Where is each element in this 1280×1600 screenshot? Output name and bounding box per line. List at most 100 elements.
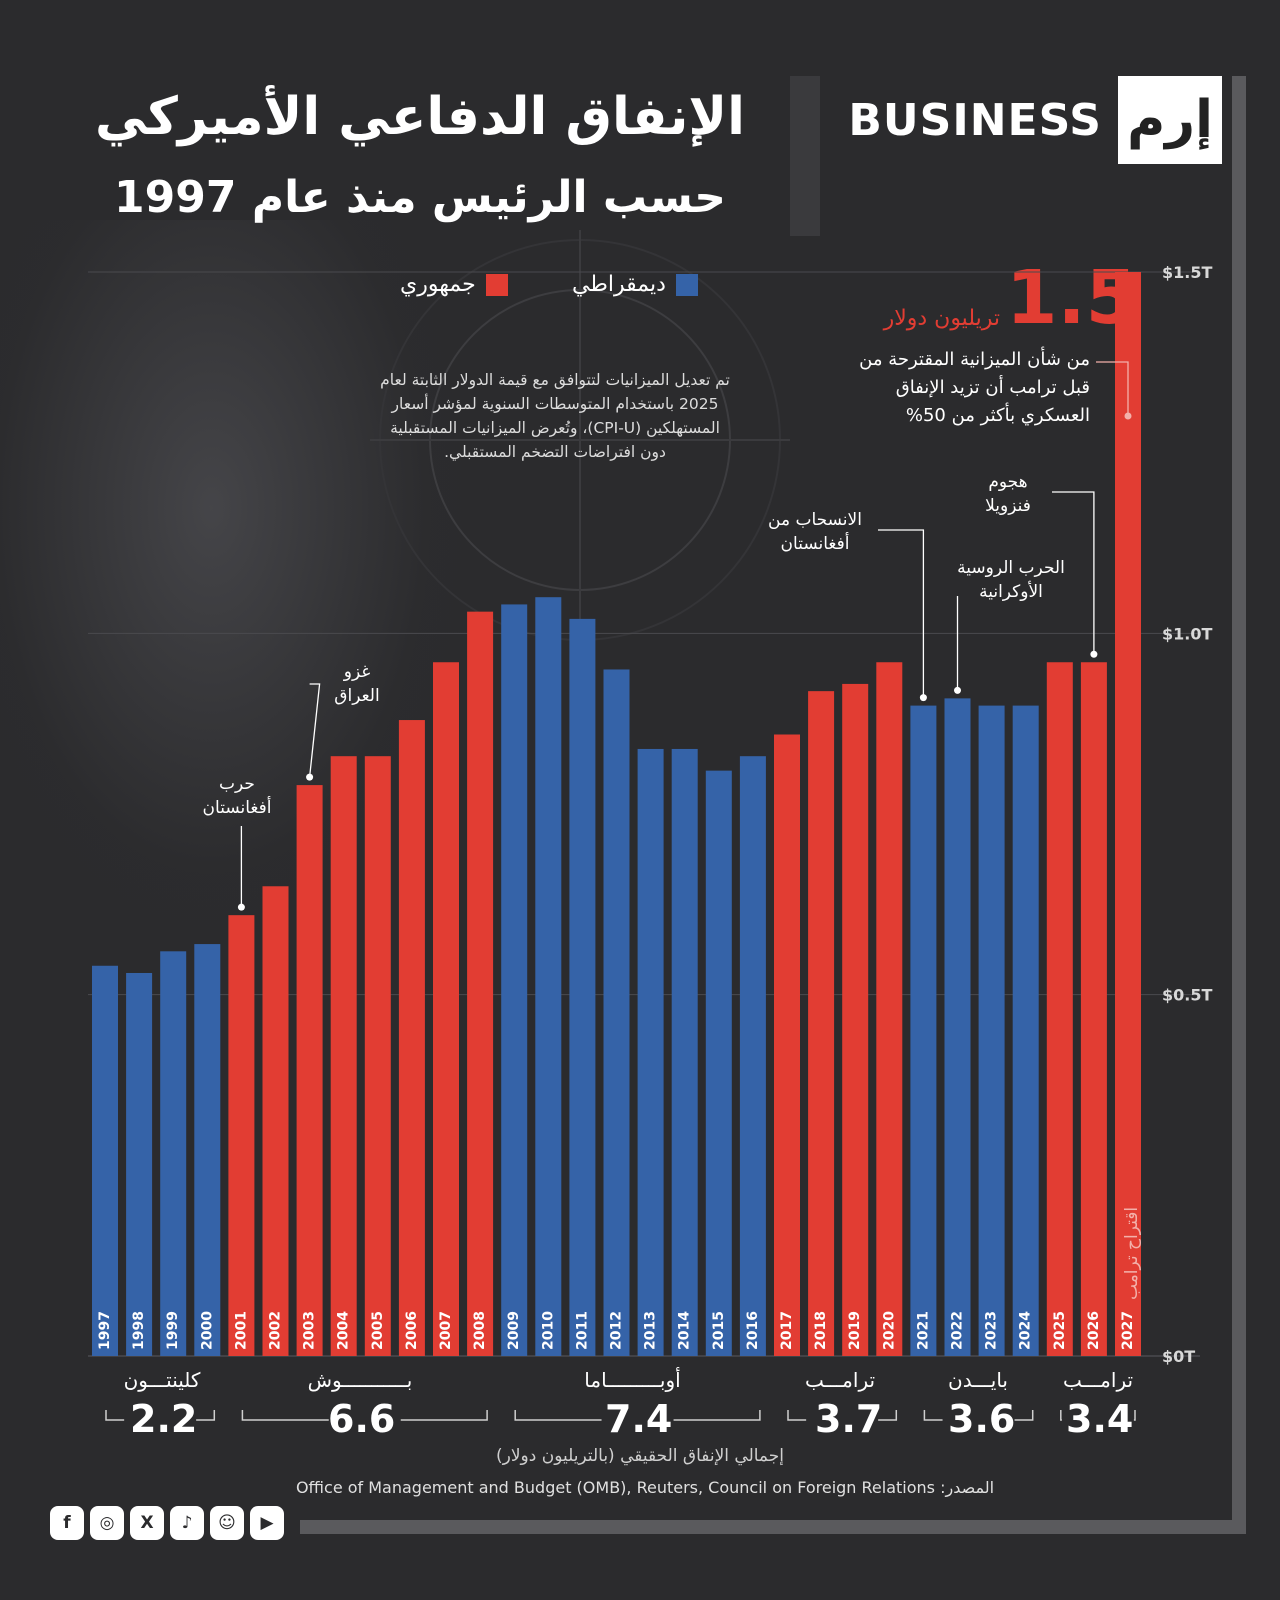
bracket-left (105, 1410, 125, 1421)
bar (910, 705, 937, 1356)
page-subtitle: حسب الرئيس منذ عام 1997 (114, 172, 726, 223)
x-tick-label: 2003 (302, 1311, 318, 1350)
x-tick-label: 1998 (131, 1311, 147, 1350)
leader-iraq-invasion (308, 683, 321, 778)
soldier-background-image (0, 220, 470, 940)
bracket-left (923, 1410, 943, 1421)
x-tick-label: 2005 (370, 1311, 386, 1350)
bar (842, 683, 869, 1356)
president-name-clinton: كلينتـــون (123, 1368, 201, 1392)
x-tick-label: 2021 (915, 1311, 931, 1350)
bar (262, 886, 289, 1356)
y-tick-label: $1.0T (1162, 624, 1212, 643)
bar (978, 705, 1005, 1356)
legend-democrat-label: ديمقراطي (572, 272, 666, 297)
callout-unit: تريليون دولار (883, 306, 1000, 331)
president-total-biden: 3.6 (948, 1397, 1016, 1441)
bars-layer: 1997 1998 1999 2000 2001 2002 2003 2004 2005 2006… (92, 272, 1142, 1356)
social-links: f ◎ X ♪ ☺ ▶ (50, 1506, 284, 1540)
annotation-afghan-withdrawal: الانسحاب من أفغانستان (768, 510, 862, 554)
bar (535, 597, 562, 1356)
president-total-trump-1: 3.7 (815, 1397, 883, 1441)
bar (774, 734, 800, 1356)
bar (1115, 272, 1141, 1356)
president-total-obama: 7.4 (605, 1397, 673, 1441)
bar (739, 756, 766, 1356)
x-tick-label: 2015 (711, 1311, 727, 1350)
bar (603, 669, 630, 1356)
leader-russia-ukraine-dot (954, 686, 961, 694)
x-tick-label: 2013 (643, 1311, 659, 1350)
president-name-bush: بـــــــــــوش (307, 1368, 413, 1392)
x-tick-label: 1999 (165, 1311, 181, 1350)
president-total-trump-2: 3.4 (1066, 1397, 1134, 1441)
instagram-icon[interactable]: ◎ (90, 1506, 124, 1540)
youtube-icon[interactable]: ▶ (250, 1506, 284, 1540)
bar (1046, 662, 1073, 1356)
x-tick-label: 2002 (268, 1311, 284, 1350)
bar (705, 770, 732, 1356)
frame-bottom (300, 1520, 1246, 1534)
bracket-left (1060, 1410, 1062, 1421)
x-tick-label: 2017 (779, 1311, 795, 1350)
x-tick-label: 2019 (847, 1311, 863, 1350)
bar (467, 611, 494, 1356)
leader-afghan-war-dot (237, 903, 245, 911)
total-spending-label: إجمالي الإنفاق الحقيقي (بالتريليون دولار… (495, 1446, 784, 1466)
x-tick-label: 2004 (336, 1311, 352, 1350)
legend-democrat-swatch (675, 273, 698, 296)
bar (569, 618, 596, 1356)
callout-text: من شأن الميزانية المقترحة من قبل ترامب أ… (859, 349, 1090, 426)
annotation-leaders (237, 361, 1132, 911)
x-tick-label: 2007 (438, 1311, 454, 1350)
bracket-left (241, 1410, 329, 1421)
tiktok-icon[interactable]: ♪ (170, 1506, 204, 1540)
legend-republican: جمهوري (400, 272, 508, 297)
x-tick-label: 2008 (472, 1311, 488, 1350)
source-note: المصدر: Office of Management and Budget … (295, 1478, 995, 1497)
x-icon[interactable]: X (130, 1506, 164, 1540)
bar (228, 915, 255, 1356)
annotation-trump-proposal: اقتراح ترامب (1122, 1207, 1142, 1300)
bar (126, 972, 153, 1356)
bar (671, 748, 698, 1356)
bar (296, 785, 323, 1356)
bar (433, 662, 459, 1356)
bar (160, 951, 187, 1356)
x-tick-label: 2009 (506, 1311, 522, 1350)
bar (944, 698, 971, 1356)
page-title: الإنفاق الدفاعي الأميركي (95, 87, 745, 147)
annotation-iraq-invasion: غزو العراق (334, 662, 380, 706)
leader-venezuela-dot (1090, 650, 1098, 658)
y-tick-label: $1.5T (1162, 263, 1212, 282)
bracket-right (1014, 1410, 1034, 1421)
president-name-trump-1: ترامـــب (804, 1368, 876, 1392)
x-tick-label: 2006 (404, 1311, 420, 1350)
legend-republican-swatch (485, 273, 508, 296)
x-tick-label: 1997 (97, 1311, 113, 1350)
president-name-obama: أوبـــــــــاما (584, 1368, 681, 1392)
bar (194, 944, 221, 1356)
legend-democrat: ديمقراطي (572, 272, 698, 297)
x-tick-label: 2018 (813, 1311, 829, 1350)
leader-venezuela (1052, 491, 1095, 655)
bar (364, 756, 391, 1356)
brand-text: BUSINESS (848, 94, 1102, 146)
header-separator (790, 76, 820, 236)
leader-afghan-withdrawal-dot (919, 694, 927, 702)
leader-callout-dot (1124, 412, 1132, 420)
president-name-biden: بايـــدن (948, 1368, 1008, 1392)
legend-republican-label: جمهوري (400, 272, 476, 297)
y-tick-label: $0.5T (1162, 986, 1212, 1005)
facebook-icon[interactable]: f (50, 1506, 84, 1540)
president-name-trump-2: ترامـــب (1062, 1368, 1134, 1392)
snapchat-icon[interactable]: ☺ (210, 1506, 244, 1540)
bar (637, 748, 664, 1356)
bar (1080, 662, 1107, 1356)
y-tick-label: $0T (1162, 1347, 1195, 1366)
leader-callout (1096, 361, 1129, 416)
president-brackets (105, 1410, 1136, 1421)
bar (876, 662, 903, 1356)
bracket-right (878, 1410, 898, 1421)
